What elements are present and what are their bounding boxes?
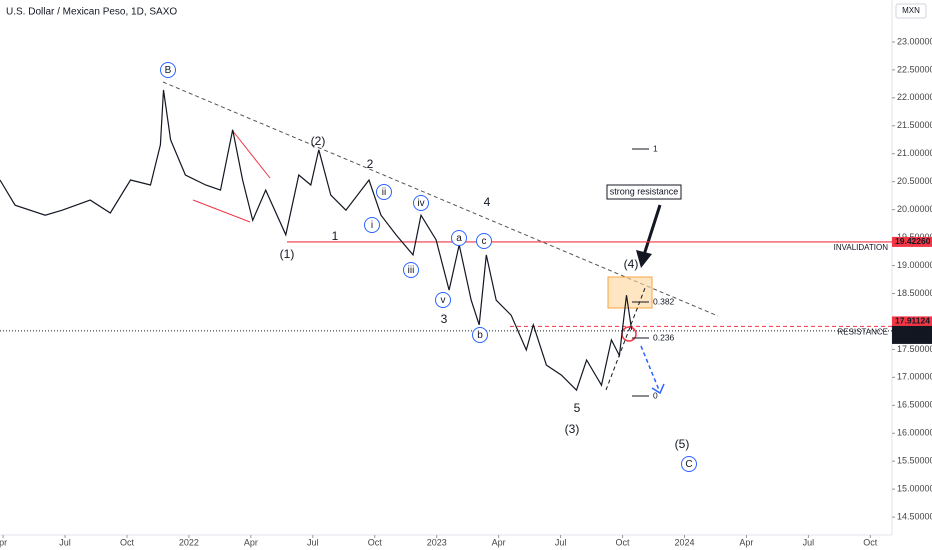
wave-label: C [685,459,692,470]
price-tag-label: 19.42260 [895,236,931,246]
wave-label: 1 [332,229,339,243]
currency-box [895,3,927,19]
wave-label: 5 [574,401,581,415]
wave-label: c [482,236,487,247]
fib-label: 0.382 [653,296,675,306]
wave-circle [681,456,697,472]
countdown: 07:46:32 [895,333,928,343]
fib-label: 0.236 [653,332,675,342]
x-tick-label: Apr [739,537,753,547]
y-tick-label: 18.50000 [897,288,932,298]
y-tick-label: 15.50000 [897,456,932,466]
currency: MXN [902,6,920,15]
y-tick-label: 23.00000 [897,36,932,46]
wave-label: ii [382,187,386,198]
y-tick-label: 16.50000 [897,400,932,410]
wave-label: b [477,330,483,341]
x-tick-label: Jul [803,537,815,547]
wave-label: (4) [624,257,639,271]
fib-label: 1 [653,143,658,153]
price-tag [892,236,932,247]
wave-label: iv [417,198,424,209]
wave-circle [364,217,380,233]
wave-circle [435,292,451,308]
y-tick-label: 21.00000 [897,148,932,158]
wave-circle [472,327,488,343]
resistance-zone [607,276,653,309]
price-tag-label: 17.83043 [895,325,931,335]
y-tick-label: 22.50000 [897,64,932,74]
x-tick-label: Apr [492,537,506,547]
callout-box [606,184,682,200]
x-tick-label: Jul [59,537,71,547]
trendline [162,81,719,317]
x-tick-label: Jul [307,537,319,547]
x-tick-label: Oct [863,537,878,547]
wave-label: a [456,233,462,244]
projection-arrow [640,345,660,391]
wave-circle [413,195,429,211]
callout: strong resistance [610,186,679,196]
price-tag [892,316,932,327]
projection-arrow-head [651,383,665,395]
y-tick-label: 22.00000 [897,92,932,102]
price-line [0,89,633,392]
price-tag-label: 17.91124 [895,316,930,326]
wave-label: iii [408,265,415,276]
chart-title: U.S. Dollar / Mexican Peso, 1D, SAXO [6,7,177,18]
wave-label: 3 [441,312,448,326]
wave-circle [376,184,392,200]
y-tick-label: 21.50000 [897,120,932,130]
x-tick-label: Jul [555,537,567,547]
wave-circle [160,62,176,78]
arrow-head [636,250,652,268]
wave-label: (3) [565,422,580,436]
y-tick-label: 19.00000 [897,260,932,270]
wave-circle [476,233,492,249]
wave-label: (1) [280,247,295,261]
y-tick-label: 16.00000 [897,428,932,438]
x-tick-label: Oct [120,537,135,547]
wave-circle [403,262,419,278]
y-tick-label: 17.50000 [897,344,932,354]
wedge-line [192,199,251,223]
level-name: RESISTANCE [837,328,888,337]
x-tick-label: Apr [244,537,258,547]
x-tick-label: pr [0,537,7,547]
wave-circle [451,230,467,246]
wave-label: i [371,220,373,231]
wave-label: 2 [367,157,374,171]
x-tick-label: Oct [616,537,631,547]
wave-label: (2) [311,134,326,148]
y-tick-label: 17.00000 [897,372,932,382]
wave-label: 4 [484,195,491,209]
x-tick-label: 2024 [674,537,694,547]
y-tick-label: 15.00000 [897,484,932,494]
x-tick-label: 2023 [427,537,447,547]
wave-label: v [441,295,446,306]
wave-label: B [165,65,172,76]
wedge-line [231,129,271,179]
arrow [641,204,662,259]
level-name: INVALIDATION [834,243,889,252]
x-tick-label: Oct [368,537,383,547]
channel-line [605,287,646,391]
fib-label: 0 [653,390,658,400]
x-tick-label: 2022 [179,537,199,547]
price-tag [892,325,932,344]
y-tick-label: 20.00000 [897,204,932,214]
y-tick-label: 20.50000 [897,176,932,186]
y-tick-label: 14.50000 [897,511,932,521]
wave-label: (5) [675,437,690,451]
